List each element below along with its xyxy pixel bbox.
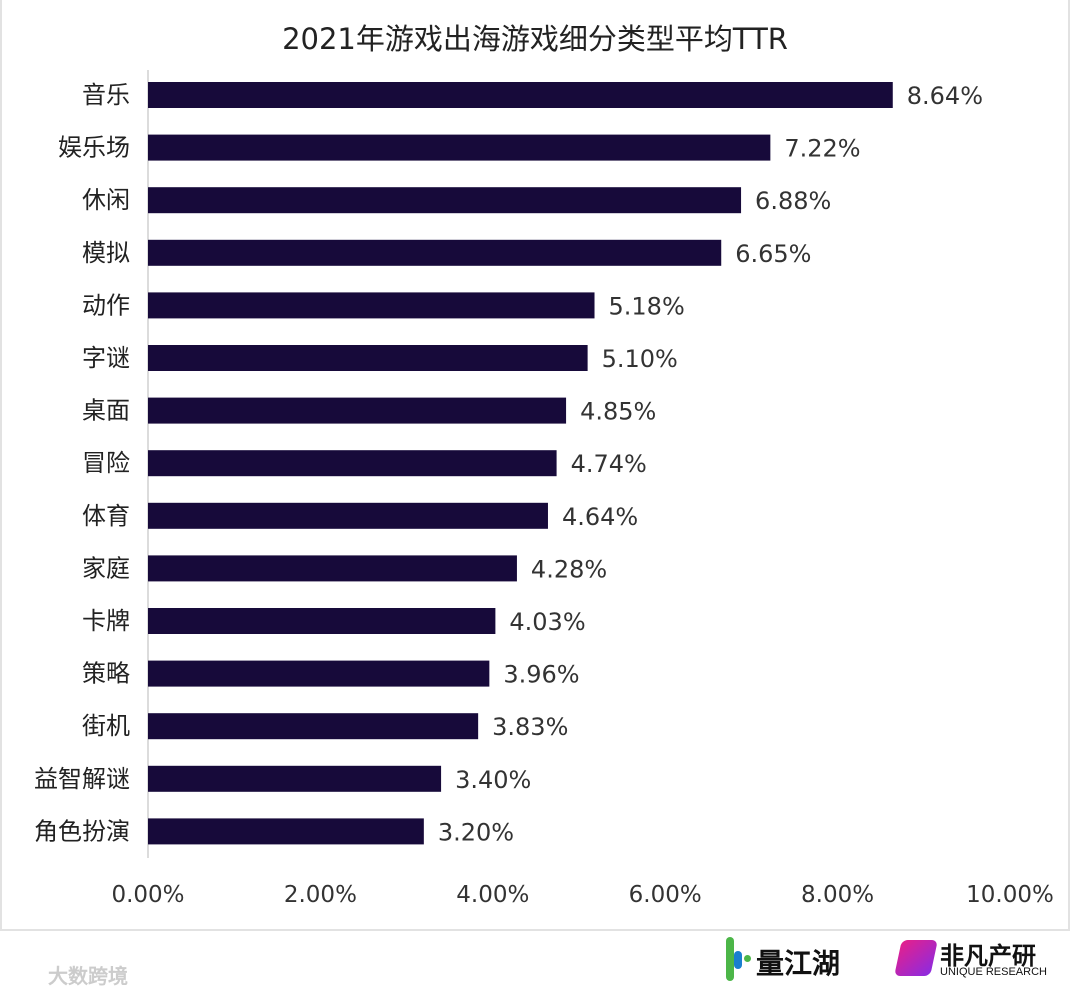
data-label: 6.65% [735,240,811,268]
category-label: 动作 [82,291,130,319]
x-tick-label: 10.00% [966,882,1054,908]
x-tick-label: 2.00% [284,882,357,908]
bar [148,187,742,214]
bar [148,239,722,266]
category-label: 字谜 [82,344,130,372]
data-label: 3.20% [438,818,514,846]
unique-research-logo: 非凡产研 [940,942,1036,970]
category-label: 音乐 [82,81,130,109]
bar-chart: 音乐 8.64% 娱乐场 7.22% 休闲 6.88% 模拟 6.65% 动作 5.18% 字谜 5.… [34,70,1054,908]
category-label: 冒险 [82,449,130,477]
bar [148,82,893,108]
bar [148,502,548,529]
data-label: 3.83% [492,713,568,741]
bar [148,555,517,582]
data-label: 3.96% [503,661,579,689]
bar [148,818,424,845]
data-label: 5.18% [609,292,685,320]
category-label: 桌面 [82,397,130,425]
liangjianghu-logo-icon [722,937,752,981]
data-label: 4.64% [562,503,638,531]
bar [148,765,442,792]
data-label: 7.22% [784,135,860,163]
category-label: 体育 [82,502,130,530]
bar [148,397,567,424]
watermark: 大数跨境 [48,964,128,988]
bar [148,450,557,477]
category-label: 休闲 [82,186,130,214]
data-label: 6.88% [755,187,831,215]
category-label: 模拟 [82,239,130,267]
category-label: 街机 [82,712,130,740]
unique-research-logo-icon [894,940,938,976]
category-label: 卡牌 [82,607,130,635]
liangjianghu-logo: 量江湖 [756,947,841,980]
data-label: 4.85% [580,398,656,426]
chart-title: 2021年游戏出海游戏细分类型平均TTR [282,22,788,56]
x-tick-label: 8.00% [801,882,874,908]
category-label: 策略 [82,660,130,688]
bar [148,345,588,371]
bar [148,292,595,319]
x-tick-label: 4.00% [456,882,529,908]
category-label: 家庭 [82,554,130,582]
bar [148,660,490,687]
category-label: 角色扮演 [34,817,130,845]
data-label: 5.10% [602,345,678,373]
unique-research-subtitle: UNIQUE RESEARCH [940,966,1047,978]
x-tick-label: 0.00% [111,882,184,908]
bar [148,608,496,634]
data-label: 4.28% [531,555,607,583]
data-label: 8.64% [907,82,983,110]
data-label: 3.40% [455,766,531,794]
chart-frame [0,0,1070,931]
bar [148,713,479,740]
category-label: 娱乐场 [58,134,130,162]
x-tick-label: 6.00% [629,882,702,908]
category-label: 益智解谜 [34,765,130,793]
bar [148,134,771,161]
data-label: 4.74% [571,450,647,478]
data-label: 4.03% [509,608,585,636]
